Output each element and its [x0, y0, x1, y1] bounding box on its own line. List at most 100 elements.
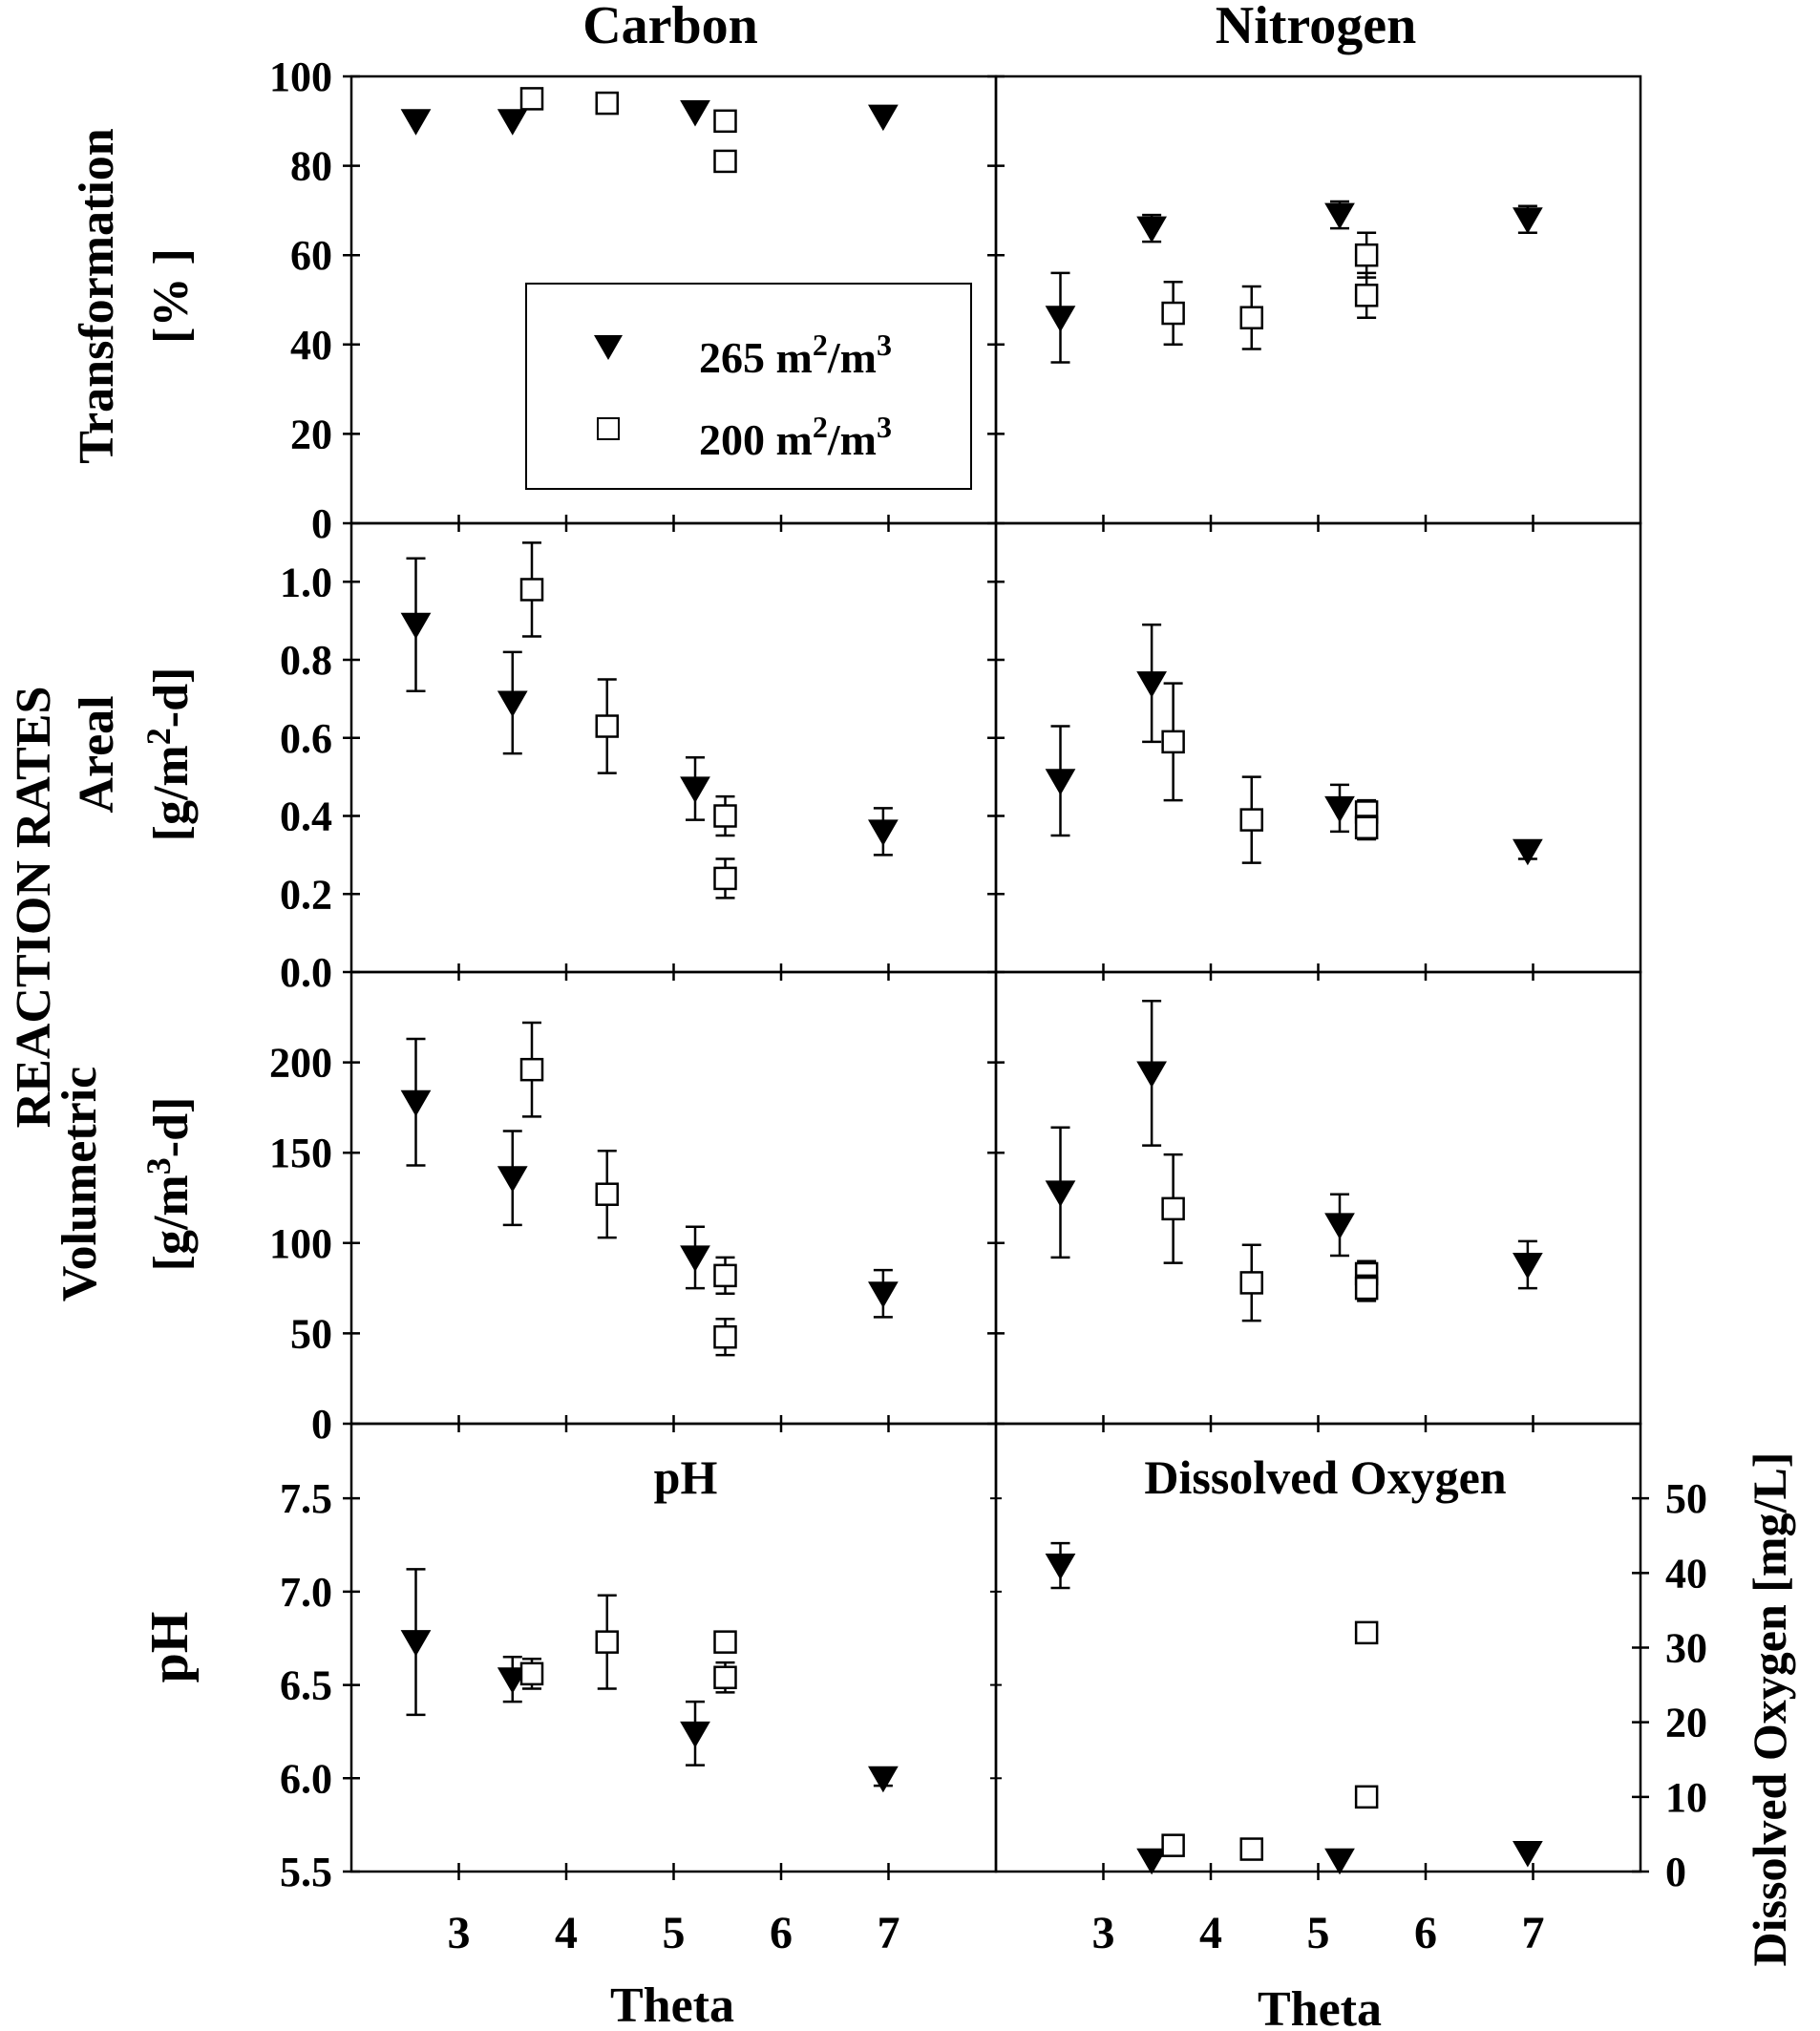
data-point-200 — [1354, 1276, 1379, 1301]
ylabel-volumetric-unit-sup: 3 — [139, 1157, 178, 1174]
data-point-265 — [868, 1766, 899, 1793]
x-tick-label: 3 — [448, 1908, 471, 1958]
data-point-200 — [519, 1057, 544, 1082]
data-point-265 — [680, 776, 710, 803]
data-point-265 — [497, 690, 528, 718]
data-point-265 — [680, 1721, 710, 1748]
y-tick-label: 40 — [290, 322, 332, 369]
data-point-200 — [713, 804, 737, 828]
data-point-265 — [1324, 795, 1355, 823]
xlabel-theta-right: Theta — [1258, 1982, 1382, 2031]
y-tick-label: 0 — [311, 500, 332, 547]
data-point-200 — [713, 149, 737, 174]
y-tick-label: 5.5 — [280, 1849, 332, 1895]
x-tick-label: 6 — [770, 1908, 793, 1958]
panel-carbon-areal: 0.0 0.2 0.4 0.6 0.8 1.0 — [280, 521, 1002, 996]
data-point-265 — [1324, 202, 1355, 230]
y-tick-label: 100 — [269, 1220, 332, 1267]
legend: 265 m2/m3 200 m2/m3 — [525, 283, 972, 490]
panel-title-ph: pH — [654, 1450, 718, 1504]
legend-marker-200 — [597, 417, 620, 440]
ylabel-areal-unit-a: [g/m — [144, 745, 199, 841]
ylabel-areal-unit-sup: 2 — [139, 728, 178, 745]
y-tick-label: 30 — [1665, 1625, 1707, 1672]
data-point-200 — [1239, 1271, 1263, 1295]
data-point-200 — [1161, 301, 1185, 326]
data-point-200 — [519, 578, 544, 602]
panel-nitrogen-transformation — [987, 74, 1642, 532]
data-point-265 — [1513, 838, 1543, 866]
data-point-200 — [595, 714, 619, 738]
data-point-265 — [1136, 1848, 1167, 1875]
plot-frame — [994, 74, 1642, 525]
column-title-nitrogen: Nitrogen — [1216, 0, 1417, 55]
ylabel-volumetric-unit: [g/m3-d] — [139, 1097, 199, 1272]
y-tick-label: 6.0 — [280, 1755, 332, 1802]
y-tick-label: 0.2 — [280, 871, 332, 918]
legend-label-200: 200 m2/m3 — [699, 410, 892, 464]
data-point-265 — [1045, 1554, 1076, 1580]
data-point-265 — [1136, 671, 1167, 698]
data-point-265 — [1136, 216, 1167, 243]
data-point-265 — [497, 1166, 528, 1193]
data-point-265 — [1045, 769, 1076, 795]
plot-frame — [349, 521, 998, 974]
panel-nitrogen-areal — [987, 521, 1642, 981]
data-point-200 — [713, 1665, 737, 1690]
data-point-265 — [868, 104, 899, 132]
x-tick-label: 5 — [663, 1908, 686, 1958]
y-tick-label: 7.0 — [280, 1569, 332, 1616]
ylabel-ph: pH — [140, 1612, 200, 1683]
panel-title-dissolved-oxygen: Dissolved Oxygen — [1144, 1450, 1506, 1504]
data-point-265 — [868, 1281, 899, 1308]
data-point-200 — [1161, 1833, 1185, 1857]
y-tick-label: 20 — [1665, 1700, 1707, 1746]
data-point-200 — [713, 866, 737, 891]
x-tick-label: 6 — [1414, 1908, 1437, 1958]
y-tick-label: 1.0 — [280, 559, 332, 605]
y-tick-label: 80 — [290, 143, 332, 190]
data-point-265 — [497, 1667, 528, 1694]
ylabel-areal-unit-b: -d] — [144, 667, 199, 729]
y-tick-label: 200 — [269, 1040, 332, 1087]
ylabel-volumetric-title: Volumetric — [53, 1067, 107, 1301]
y-tick-label: 20 — [290, 411, 332, 457]
ylabel-areal-title: Areal — [70, 695, 124, 813]
plot-frame — [994, 521, 1642, 974]
y-tick-label: 0.6 — [280, 715, 332, 762]
y-tick-label: 0 — [1665, 1849, 1686, 1895]
legend-label-265: 265 m2/m3 — [699, 328, 892, 382]
data-point-265 — [680, 1245, 710, 1272]
data-point-200 — [1239, 808, 1263, 832]
ylabel-dissolved-oxygen: Dissolved Oxygen [mg/L] — [1743, 1452, 1796, 1967]
plot-frame — [994, 970, 1642, 1426]
y-tick-label: 0.8 — [280, 637, 332, 684]
data-point-200 — [595, 91, 619, 116]
y-tick-label: 0.0 — [280, 949, 332, 996]
y-tick-label: 0.4 — [280, 793, 332, 840]
data-point-200 — [1161, 1196, 1185, 1221]
column-title-carbon: Carbon — [582, 0, 758, 55]
data-point-265 — [1045, 1180, 1076, 1207]
data-point-200 — [1354, 815, 1379, 840]
panel-carbon-transformation: 0 20 40 60 80 100 — [269, 53, 1002, 547]
ylabel-areal-unit: [g/m2-d] — [139, 667, 199, 842]
y-tick-label: 50 — [290, 1310, 332, 1357]
data-point-265 — [400, 1630, 432, 1657]
data-point-200 — [713, 1324, 737, 1349]
x-tick-label: 5 — [1307, 1908, 1330, 1958]
data-point-200 — [519, 1661, 544, 1686]
panel-nitrogen-dissolved-oxygen: 0 10 20 30 40 50 3 4 5 6 7 — [994, 1422, 1707, 1958]
data-point-200 — [1239, 306, 1263, 329]
data-point-265 — [1513, 1840, 1543, 1868]
legend-marker-265 — [594, 335, 623, 360]
x-tick-label: 4 — [555, 1908, 578, 1958]
panel-nitrogen-volumetric — [987, 970, 1642, 1432]
data-point-200 — [595, 1182, 619, 1206]
data-point-200 — [1161, 730, 1185, 754]
data-point-200 — [1354, 243, 1379, 267]
x-tick-label: 7 — [878, 1908, 900, 1958]
data-point-265 — [400, 109, 432, 136]
ylabel-transformation-title: Transformation — [70, 128, 124, 464]
